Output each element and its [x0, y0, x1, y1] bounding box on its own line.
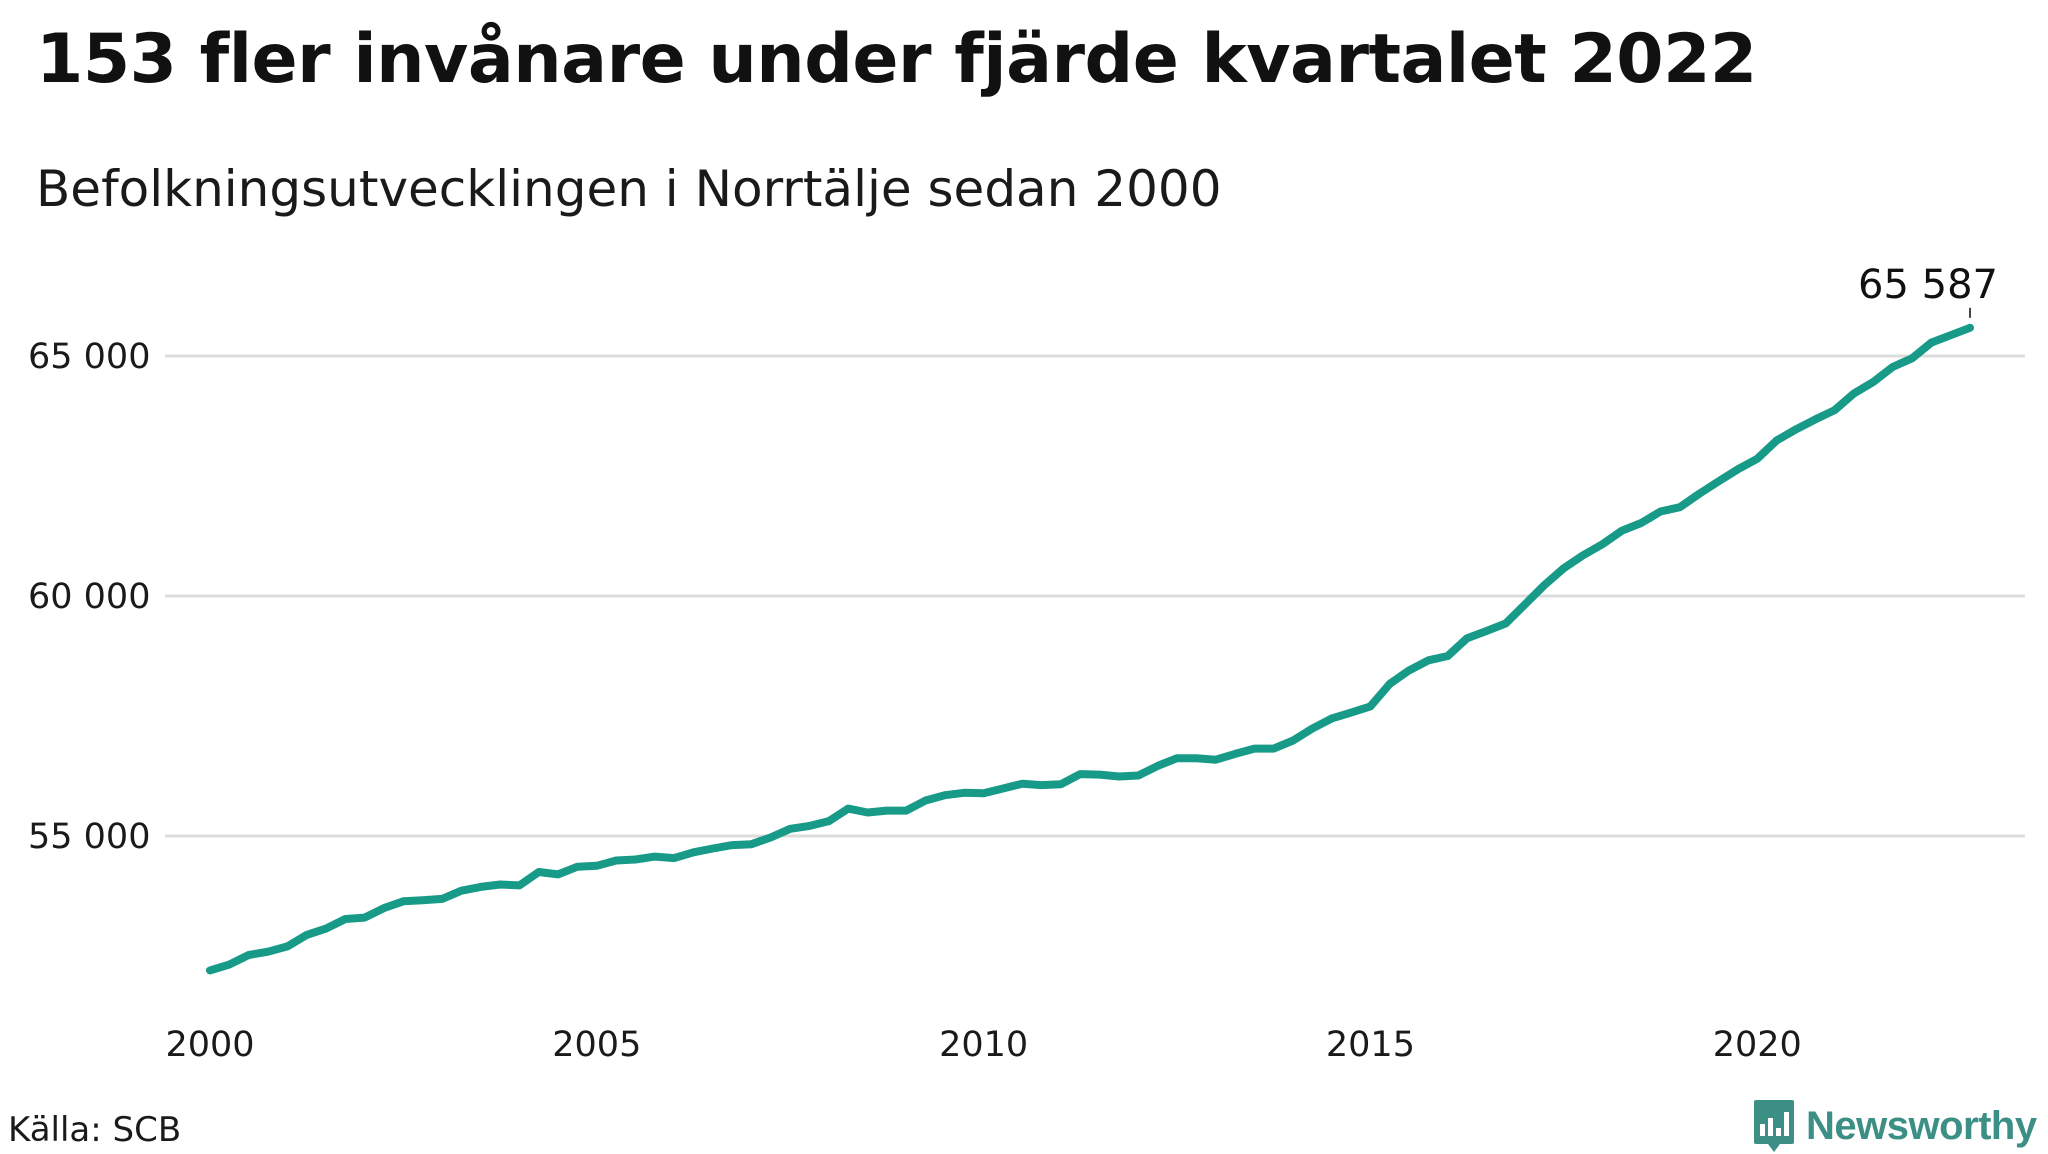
annotations: 65 587 [1858, 262, 1998, 318]
series-line [210, 328, 1970, 971]
series-layer [210, 328, 1970, 971]
gridlines [165, 356, 2025, 836]
y-tick-label: 60 000 [28, 577, 150, 617]
x-tick-label: 2010 [939, 1025, 1028, 1065]
x-tick-label: 2020 [1713, 1025, 1802, 1065]
x-tick-label: 2015 [1326, 1025, 1415, 1065]
x-axis-ticks: 2000 2005 2010 2015 2020 [165, 1025, 1801, 1065]
source-note: Källa: SCB [8, 1110, 181, 1150]
newsworthy-logo: Newsworthy [1752, 1098, 2037, 1154]
x-tick-label: 2005 [552, 1025, 641, 1065]
y-tick-label: 65 000 [28, 337, 150, 377]
logo-text: Newsworthy [1806, 1104, 2037, 1149]
end-value-label: 65 587 [1858, 262, 1998, 308]
x-tick-label: 2000 [165, 1025, 254, 1065]
newsworthy-logo-icon [1752, 1098, 1796, 1154]
y-tick-label: 55 000 [28, 817, 150, 857]
y-axis-ticks: 55 000 60 000 65 000 [28, 337, 150, 857]
